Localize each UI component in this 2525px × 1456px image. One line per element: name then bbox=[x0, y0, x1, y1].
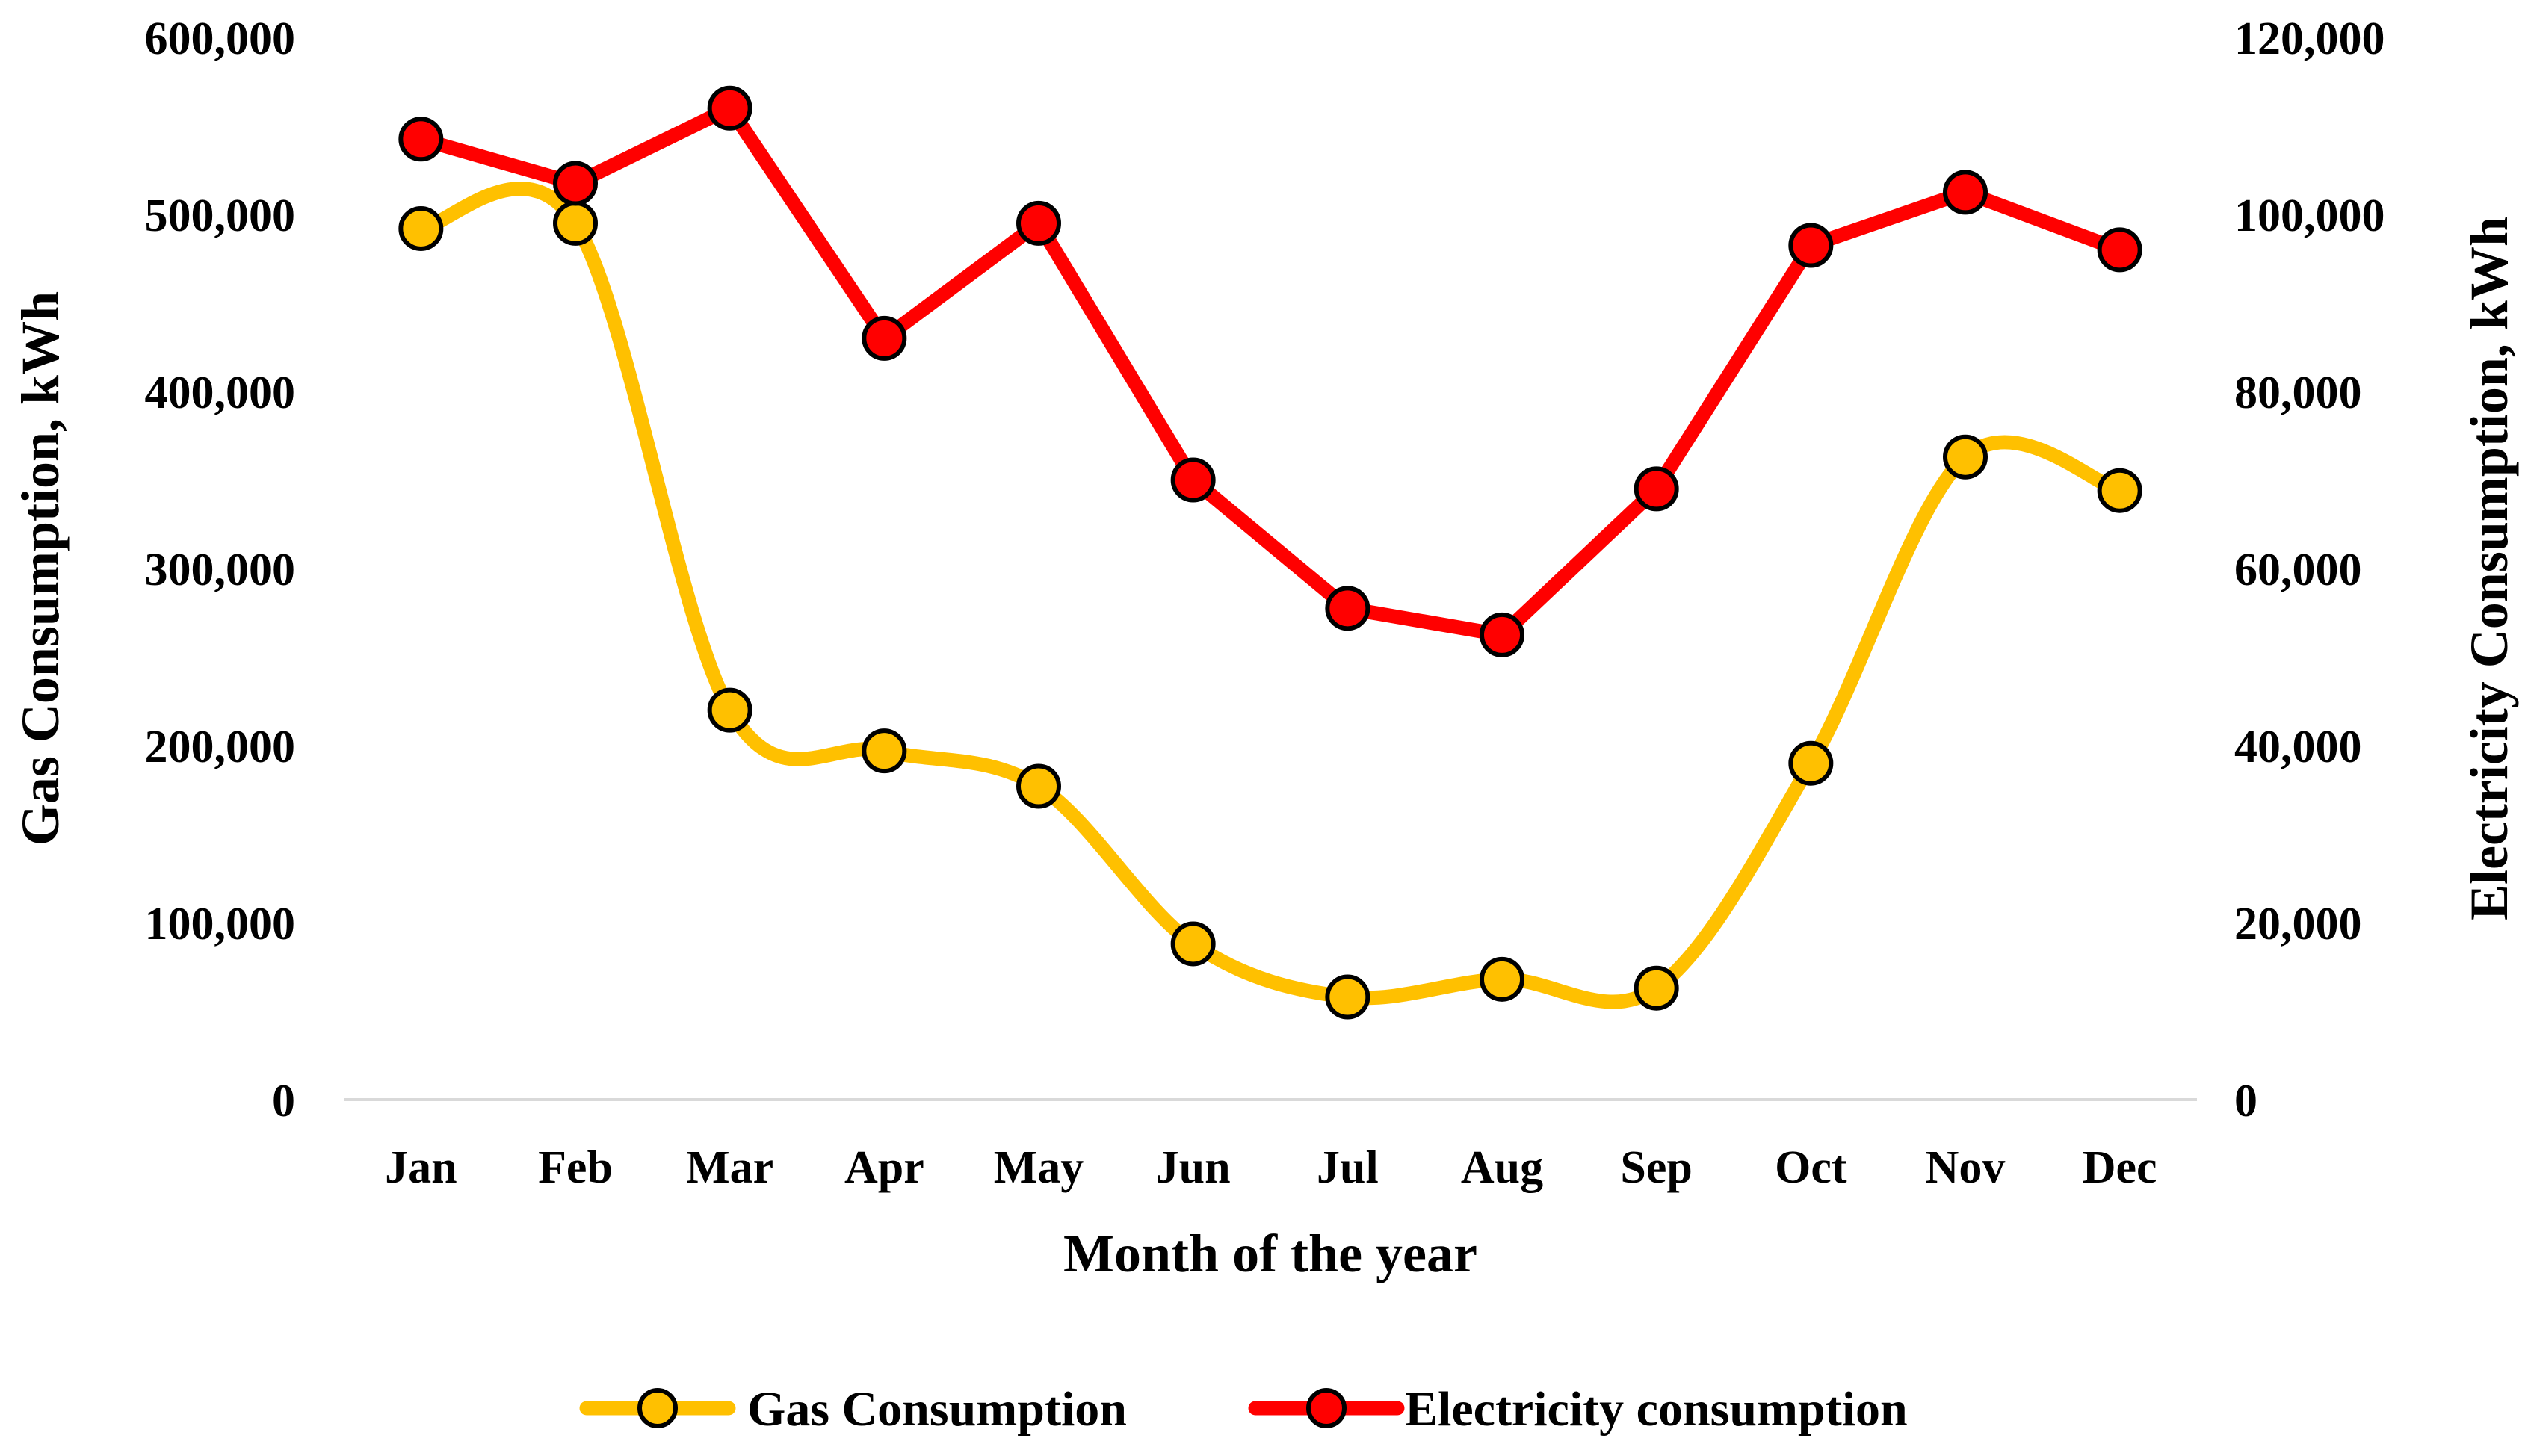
electricity-consumption-point bbox=[1170, 457, 1216, 503]
y-tick-label: 200,000 bbox=[145, 722, 296, 772]
y-tick-label: 100,000 bbox=[145, 899, 296, 950]
gas-consumption-point bbox=[1943, 434, 1988, 480]
gas-consumption-point bbox=[398, 205, 444, 251]
electricity-consumption-point bbox=[1788, 223, 1834, 268]
gas-consumption-line bbox=[413, 182, 2127, 1009]
y2-axis-title: Electricity Consumption, kWh bbox=[2459, 217, 2519, 920]
gas-consumption-point bbox=[1325, 974, 1370, 1020]
y2-tick-label: 0 bbox=[2234, 1076, 2257, 1127]
electricity-consumption-point bbox=[1480, 612, 1524, 657]
x-tick-label: Mar bbox=[686, 1142, 773, 1193]
gas-consumption-point bbox=[862, 728, 907, 774]
gas-consumption-point bbox=[1634, 965, 1679, 1011]
electricity-consumption-point bbox=[1943, 170, 1988, 215]
y-tick-label: 400,000 bbox=[145, 368, 296, 418]
electricity-consumption-point bbox=[1325, 586, 1370, 631]
y2-tick-label: 60,000 bbox=[2234, 545, 2362, 595]
y2-tick-label: 100,000 bbox=[2234, 190, 2385, 241]
x-tick-label: May bbox=[994, 1142, 1084, 1193]
y2-tick-label: 20,000 bbox=[2234, 899, 2362, 950]
gas-consumption-point bbox=[1016, 763, 1061, 809]
x-tick-label: Jan bbox=[385, 1142, 457, 1193]
gas-consumption-point bbox=[707, 687, 752, 733]
y2-tick-label: 40,000 bbox=[2234, 722, 2362, 772]
y-tick-label: 0 bbox=[272, 1076, 295, 1127]
x-tick-label: Jul bbox=[1317, 1142, 1379, 1193]
y-tick-label: 600,000 bbox=[145, 13, 296, 64]
x-tick-label: Feb bbox=[538, 1142, 613, 1193]
legend-marker-electricity-consumption bbox=[1306, 1388, 1347, 1428]
electricity-consumption-point bbox=[398, 117, 444, 162]
y-tick-label: 500,000 bbox=[145, 190, 296, 241]
x-axis-title: Month of the year bbox=[1063, 1224, 1477, 1283]
electricity-consumption-point bbox=[707, 85, 752, 131]
legend-label-gas-consumption: Gas Consumption bbox=[747, 1382, 1127, 1437]
y-axis-title: Gas Consumption, kWh bbox=[10, 291, 70, 846]
electricity-consumption-point bbox=[1634, 466, 1679, 512]
legend-marker-gas-consumption bbox=[637, 1388, 678, 1428]
gas-consumption-point bbox=[553, 200, 598, 246]
x-tick-label: Aug bbox=[1461, 1142, 1543, 1193]
legend-label-electricity-consumption: Electricity consumption bbox=[1405, 1382, 1908, 1437]
gas-consumption-point bbox=[1170, 921, 1216, 967]
x-tick-label: Apr bbox=[844, 1142, 924, 1193]
x-tick-label: Oct bbox=[1775, 1142, 1847, 1193]
electricity-consumption-point bbox=[862, 315, 907, 361]
electricity-consumption-point bbox=[553, 161, 598, 206]
x-tick-label: Sep bbox=[1620, 1142, 1692, 1193]
x-tick-label: Dec bbox=[2083, 1142, 2157, 1193]
y2-tick-label: 120,000 bbox=[2234, 13, 2385, 64]
x-tick-label: Jun bbox=[1156, 1142, 1231, 1193]
y-tick-label: 300,000 bbox=[145, 545, 296, 595]
gas-consumption-point bbox=[1788, 740, 1834, 786]
electricity-consumption-point bbox=[2097, 227, 2142, 273]
y2-tick-label: 80,000 bbox=[2234, 368, 2362, 418]
electricity-consumption-point bbox=[1016, 200, 1061, 246]
gas-consumption-point bbox=[1480, 956, 1524, 1002]
x-tick-label: Nov bbox=[1926, 1142, 2006, 1193]
gas-consumption-point bbox=[2097, 468, 2142, 513]
electricity-consumption-line bbox=[413, 101, 2127, 642]
